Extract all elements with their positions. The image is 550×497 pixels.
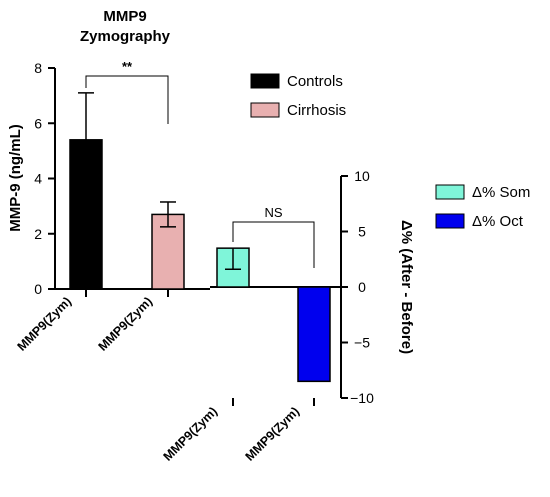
category-label: MMP9(Zym) <box>96 294 156 354</box>
significance-label: ** <box>122 59 133 74</box>
category-label: MMP9(Zym) <box>15 294 75 354</box>
right-tick-label: 5 <box>358 224 366 240</box>
bar <box>69 139 103 290</box>
category-ticks: MMP9(Zym) MMP9(Zym)MMP9(Zym) MMP9(Zym) <box>15 289 315 464</box>
legend-swatch <box>250 73 280 89</box>
significance-label: NS <box>264 205 282 220</box>
left-tick-label: 4 <box>34 171 42 187</box>
significance-bracket <box>85 75 169 124</box>
right-tick-label: 0 <box>358 279 366 295</box>
legend-label: Controls <box>287 73 343 90</box>
right-axis: 10 5 0 −5 −10 Δ% (After - Before) <box>340 168 415 406</box>
legend-label: Δ% Som <box>472 184 530 201</box>
left-tick-label: 6 <box>34 115 42 131</box>
bars <box>69 92 331 383</box>
category-label: MMP9(Zym) <box>243 404 303 464</box>
chart-title-line-2: Zymography <box>80 28 171 45</box>
legend-label: Cirrhosis <box>287 102 346 119</box>
legend-swatch <box>250 102 280 118</box>
left-axis-label: MMP-9 (ng/mL) <box>7 124 24 231</box>
significance-brackets: ** NS <box>85 59 315 268</box>
legend-label: Δ% Oct <box>472 213 524 230</box>
significance-bracket <box>232 221 315 268</box>
legend-swatch <box>435 184 465 200</box>
left-tick-label: 0 <box>34 281 42 297</box>
legend-swatch <box>435 213 465 229</box>
legend: Controls Cirrhosis Δ% Som Δ% Oct <box>250 73 530 230</box>
right-tick-label: 10 <box>354 168 370 184</box>
chart-title: MMP9 Zymography <box>80 8 171 45</box>
right-tick-label: −5 <box>354 335 370 351</box>
left-tick-label: 2 <box>34 226 42 242</box>
right-axis-label: Δ% (After - Before) <box>398 220 415 354</box>
right-tick-label: −10 <box>350 390 374 406</box>
left-axis-ticks: 0 2 4 6 8 <box>34 60 55 297</box>
left-axis: 0 2 4 6 8 MMP-9 (ng/mL) <box>7 60 56 297</box>
bar <box>297 286 331 383</box>
chart-title-line-1: MMP9 <box>103 8 146 25</box>
left-tick-label: 8 <box>34 60 42 76</box>
right-axis-ticks: 10 5 0 −5 −10 <box>341 168 374 406</box>
category-label: MMP9(Zym) <box>161 404 221 464</box>
